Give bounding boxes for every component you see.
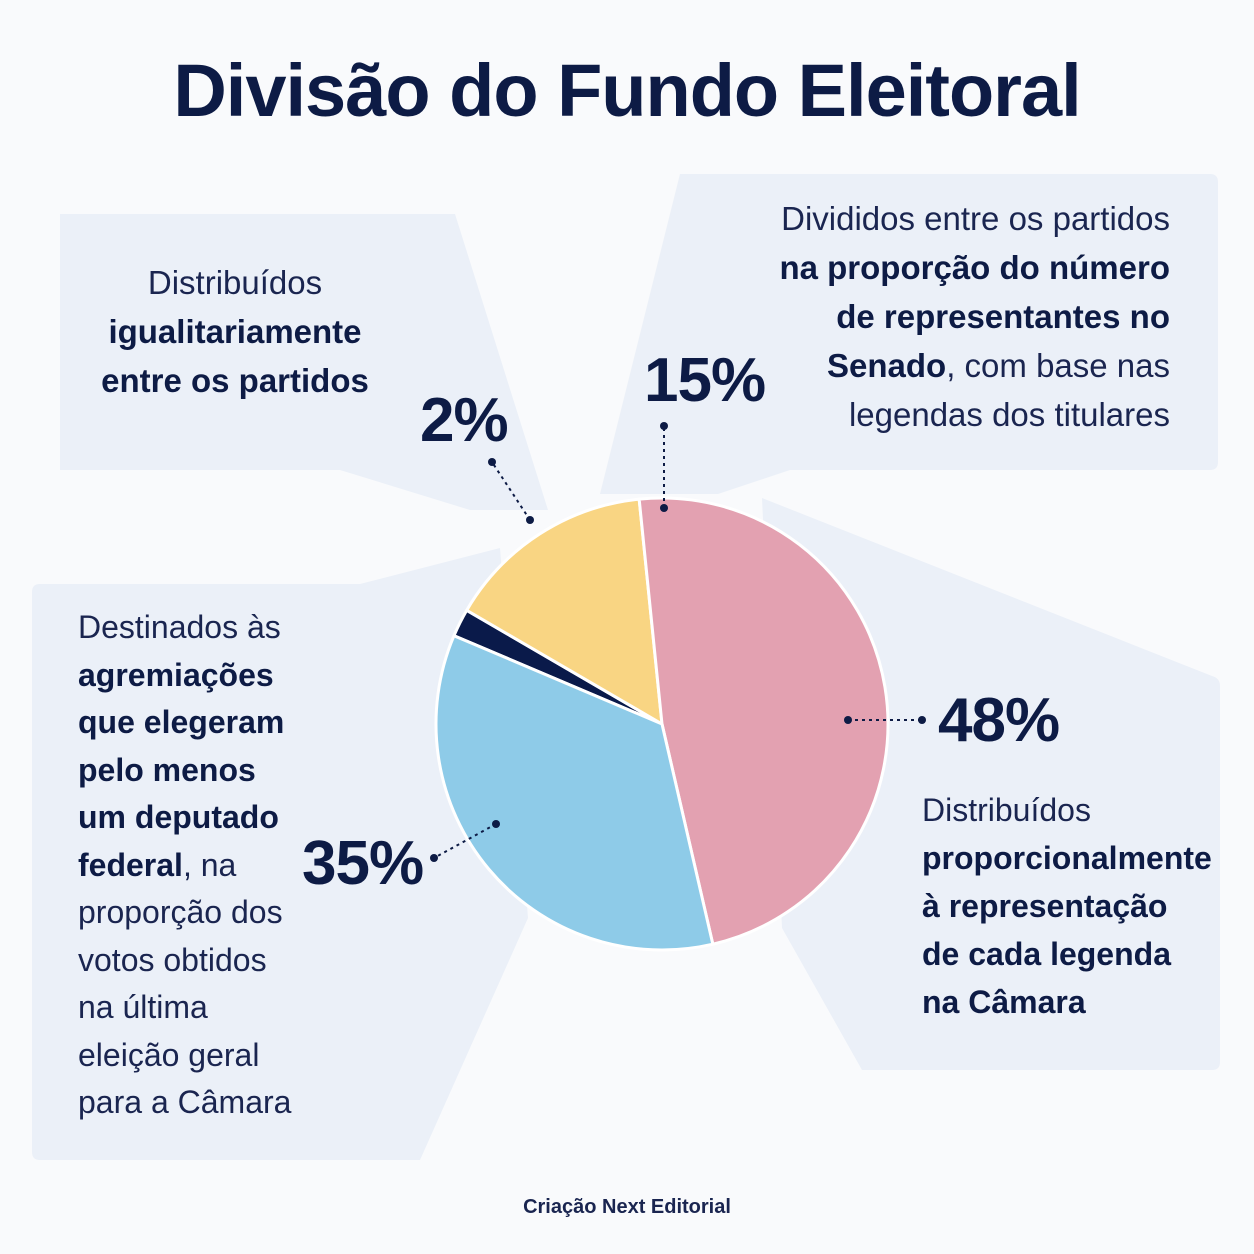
- callout-line: na última: [78, 989, 208, 1025]
- leader-lines: [430, 422, 926, 862]
- leader-dot: [492, 820, 500, 828]
- leader-dot: [660, 422, 668, 430]
- callout-line: eleição geral: [78, 1036, 260, 1073]
- leader-line: [433, 823, 497, 859]
- chart-title: Divisão do Fundo Eleitoral: [173, 49, 1081, 132]
- callout-line: legendas dos titulares: [848, 396, 1170, 433]
- callout-text-2pct: Distribuídos igualitariamente entre os par…: [70, 258, 400, 405]
- callout-line-tail: , com base nas: [946, 347, 1170, 384]
- callout-line: Distribuídos: [922, 792, 1091, 828]
- callout-line: Senado, com base nas: [827, 347, 1170, 384]
- callout-line: para a Câmara: [78, 1084, 292, 1120]
- callout-line: entre os partidos: [101, 362, 369, 399]
- callout-line: federal, na: [78, 846, 237, 883]
- leader-dot: [430, 854, 438, 862]
- callout-panel-35pct: [32, 548, 528, 1160]
- callout-text-15pct: Divididos entre os partidos na proporção …: [720, 194, 1170, 439]
- callout-panel-2pct: [60, 214, 548, 510]
- callout-line-tail: , na: [182, 846, 237, 883]
- callout-panel-48pct: [762, 498, 1220, 1070]
- pie-slice-48pct: [637, 496, 890, 946]
- pie-slices: [434, 496, 890, 952]
- callout-text-35pct: Destinados às agremiações que elegeram pelo…: [78, 604, 338, 1127]
- callout-line: pelo menos: [78, 751, 256, 788]
- data-label-48pct: 48%: [938, 686, 1060, 755]
- leader-dot: [660, 504, 668, 512]
- data-label-35pct: 35%: [302, 829, 424, 898]
- callout-line: de cada legenda: [922, 936, 1171, 972]
- callout-line: proporção dos: [78, 894, 283, 930]
- callout-line: na Câmara: [922, 984, 1086, 1020]
- leader-dot: [844, 716, 852, 724]
- pie-slice-15pct: [465, 497, 664, 726]
- callout-panel-15pct: [600, 174, 1218, 494]
- data-label-15pct: 15%: [644, 346, 766, 415]
- callout-line: à representação: [922, 888, 1168, 924]
- leader-dot: [488, 458, 496, 466]
- leader-dot: [526, 516, 534, 524]
- leader-dot: [918, 716, 926, 724]
- callout-line: igualitariamente: [108, 313, 362, 350]
- callout-line: proporcionalmente: [922, 840, 1212, 876]
- callout-line: que elegeram: [78, 704, 285, 740]
- data-label-2pct: 2%: [420, 386, 509, 455]
- leader-line: [491, 461, 531, 521]
- pie-slice-35pct: [434, 634, 715, 952]
- callout-line: Distribuídos: [147, 264, 323, 301]
- credit-text: Criação Next Editorial: [523, 1196, 731, 1218]
- callout-line: Divididos entre os partidos: [781, 200, 1170, 237]
- callout-line: de representantes no: [836, 298, 1170, 335]
- callout-line: um deputado: [78, 799, 279, 835]
- callout-line: na proporção do número: [779, 249, 1170, 286]
- callout-line: agremiações: [78, 656, 274, 693]
- callout-line: votos obtidos: [78, 941, 267, 978]
- callout-line: Destinados às: [78, 609, 281, 645]
- callout-panels: [32, 174, 1220, 1160]
- callout-text-48pct: Distribuídos proporcionalmente à represent…: [922, 786, 1212, 1026]
